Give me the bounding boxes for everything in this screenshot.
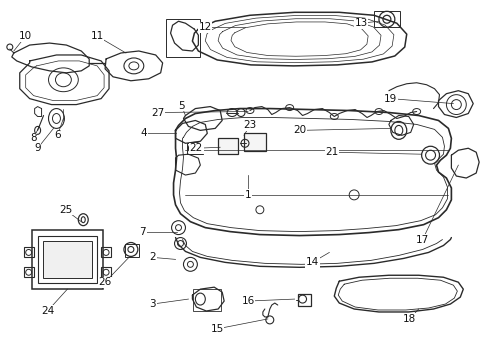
Text: 7: 7 <box>139 226 146 237</box>
Text: 25: 25 <box>59 205 72 215</box>
Bar <box>193 289 221 311</box>
Text: 22: 22 <box>189 143 203 153</box>
Text: 2: 2 <box>149 252 156 262</box>
Text: 8: 8 <box>30 133 37 143</box>
Text: 24: 24 <box>41 306 54 316</box>
Bar <box>218 138 238 154</box>
Text: 16: 16 <box>241 296 254 306</box>
Text: 3: 3 <box>149 299 156 309</box>
Text: 9: 9 <box>34 143 41 153</box>
Bar <box>373 11 399 27</box>
Text: 13: 13 <box>354 18 367 28</box>
Text: 14: 14 <box>305 257 319 267</box>
Text: 26: 26 <box>98 277 111 287</box>
Text: 1: 1 <box>244 190 251 200</box>
Text: 6: 6 <box>54 130 61 140</box>
Bar <box>24 247 34 257</box>
Bar <box>38 235 97 283</box>
Bar <box>42 240 92 278</box>
Bar <box>32 230 103 289</box>
Bar <box>101 267 111 277</box>
Text: 17: 17 <box>415 234 428 244</box>
Bar <box>24 267 34 277</box>
Text: 20: 20 <box>292 125 305 135</box>
Text: 10: 10 <box>19 31 32 41</box>
Text: 15: 15 <box>210 324 224 334</box>
Bar <box>101 247 111 257</box>
Bar <box>244 133 265 151</box>
Bar <box>187 143 203 154</box>
Text: 18: 18 <box>402 314 415 324</box>
Text: 23: 23 <box>243 121 256 130</box>
Text: 27: 27 <box>151 108 164 117</box>
Text: 12: 12 <box>198 22 211 32</box>
Bar <box>297 294 311 306</box>
Text: 19: 19 <box>384 94 397 104</box>
Text: 11: 11 <box>90 31 103 41</box>
Text: 5: 5 <box>178 100 184 111</box>
Text: 4: 4 <box>140 129 147 138</box>
Bar <box>165 19 200 57</box>
Bar <box>124 243 139 257</box>
Text: 21: 21 <box>325 147 338 157</box>
